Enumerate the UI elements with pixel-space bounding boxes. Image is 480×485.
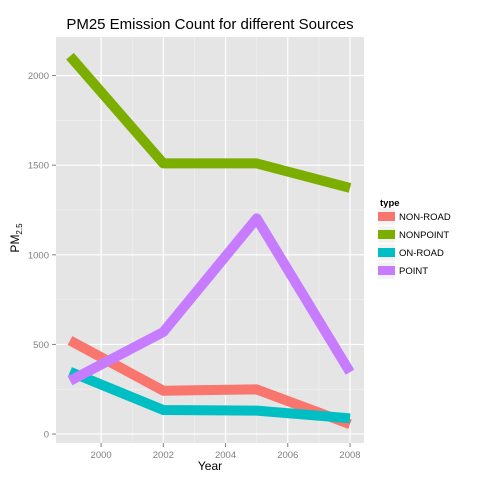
y-axis-label-main: PM [8, 235, 22, 253]
series-line-non-road [67, 336, 352, 429]
legend-label: NON-ROAD [399, 212, 451, 223]
legend-item-point: POINT [377, 261, 428, 280]
series-line-nonpoint [66, 52, 352, 193]
y-tick-label: 1000 [28, 250, 49, 261]
x-tick-label: 2002 [153, 450, 174, 461]
legend: type NON-ROAD NONPOINT ON-ROAD POINT [377, 198, 451, 280]
y-tick-label: 500 [33, 340, 49, 351]
series-line-on-road [68, 367, 351, 424]
x-tick-label: 2004 [215, 450, 236, 461]
y-tick-label: 2000 [28, 71, 49, 82]
x-tick-label: 2008 [339, 450, 360, 461]
legend-label: ON-ROAD [399, 248, 444, 259]
legend-label: POINT [399, 266, 428, 277]
x-axis-label: Year [198, 459, 222, 473]
y-axis-label-subscript: 2.5 [15, 223, 24, 235]
legend-title: type [380, 198, 400, 209]
series-line-point [67, 213, 355, 386]
x-tick-label: 2006 [277, 450, 298, 461]
y-tick-label: 0 [44, 430, 49, 441]
chart-title: PM25 Emission Count for different Source… [66, 16, 353, 33]
y-tick-label: 1500 [28, 161, 49, 172]
x-tick-label: 2000 [91, 450, 112, 461]
legend-item-on-road: ON-ROAD [377, 243, 444, 262]
legend-item-nonpoint: NONPOINT [377, 225, 449, 244]
legend-item-non-road: NON-ROAD [377, 207, 451, 226]
plot-panel [56, 37, 364, 443]
y-axis-label: PM2.5 [8, 223, 24, 253]
legend-label: NONPOINT [399, 230, 449, 241]
